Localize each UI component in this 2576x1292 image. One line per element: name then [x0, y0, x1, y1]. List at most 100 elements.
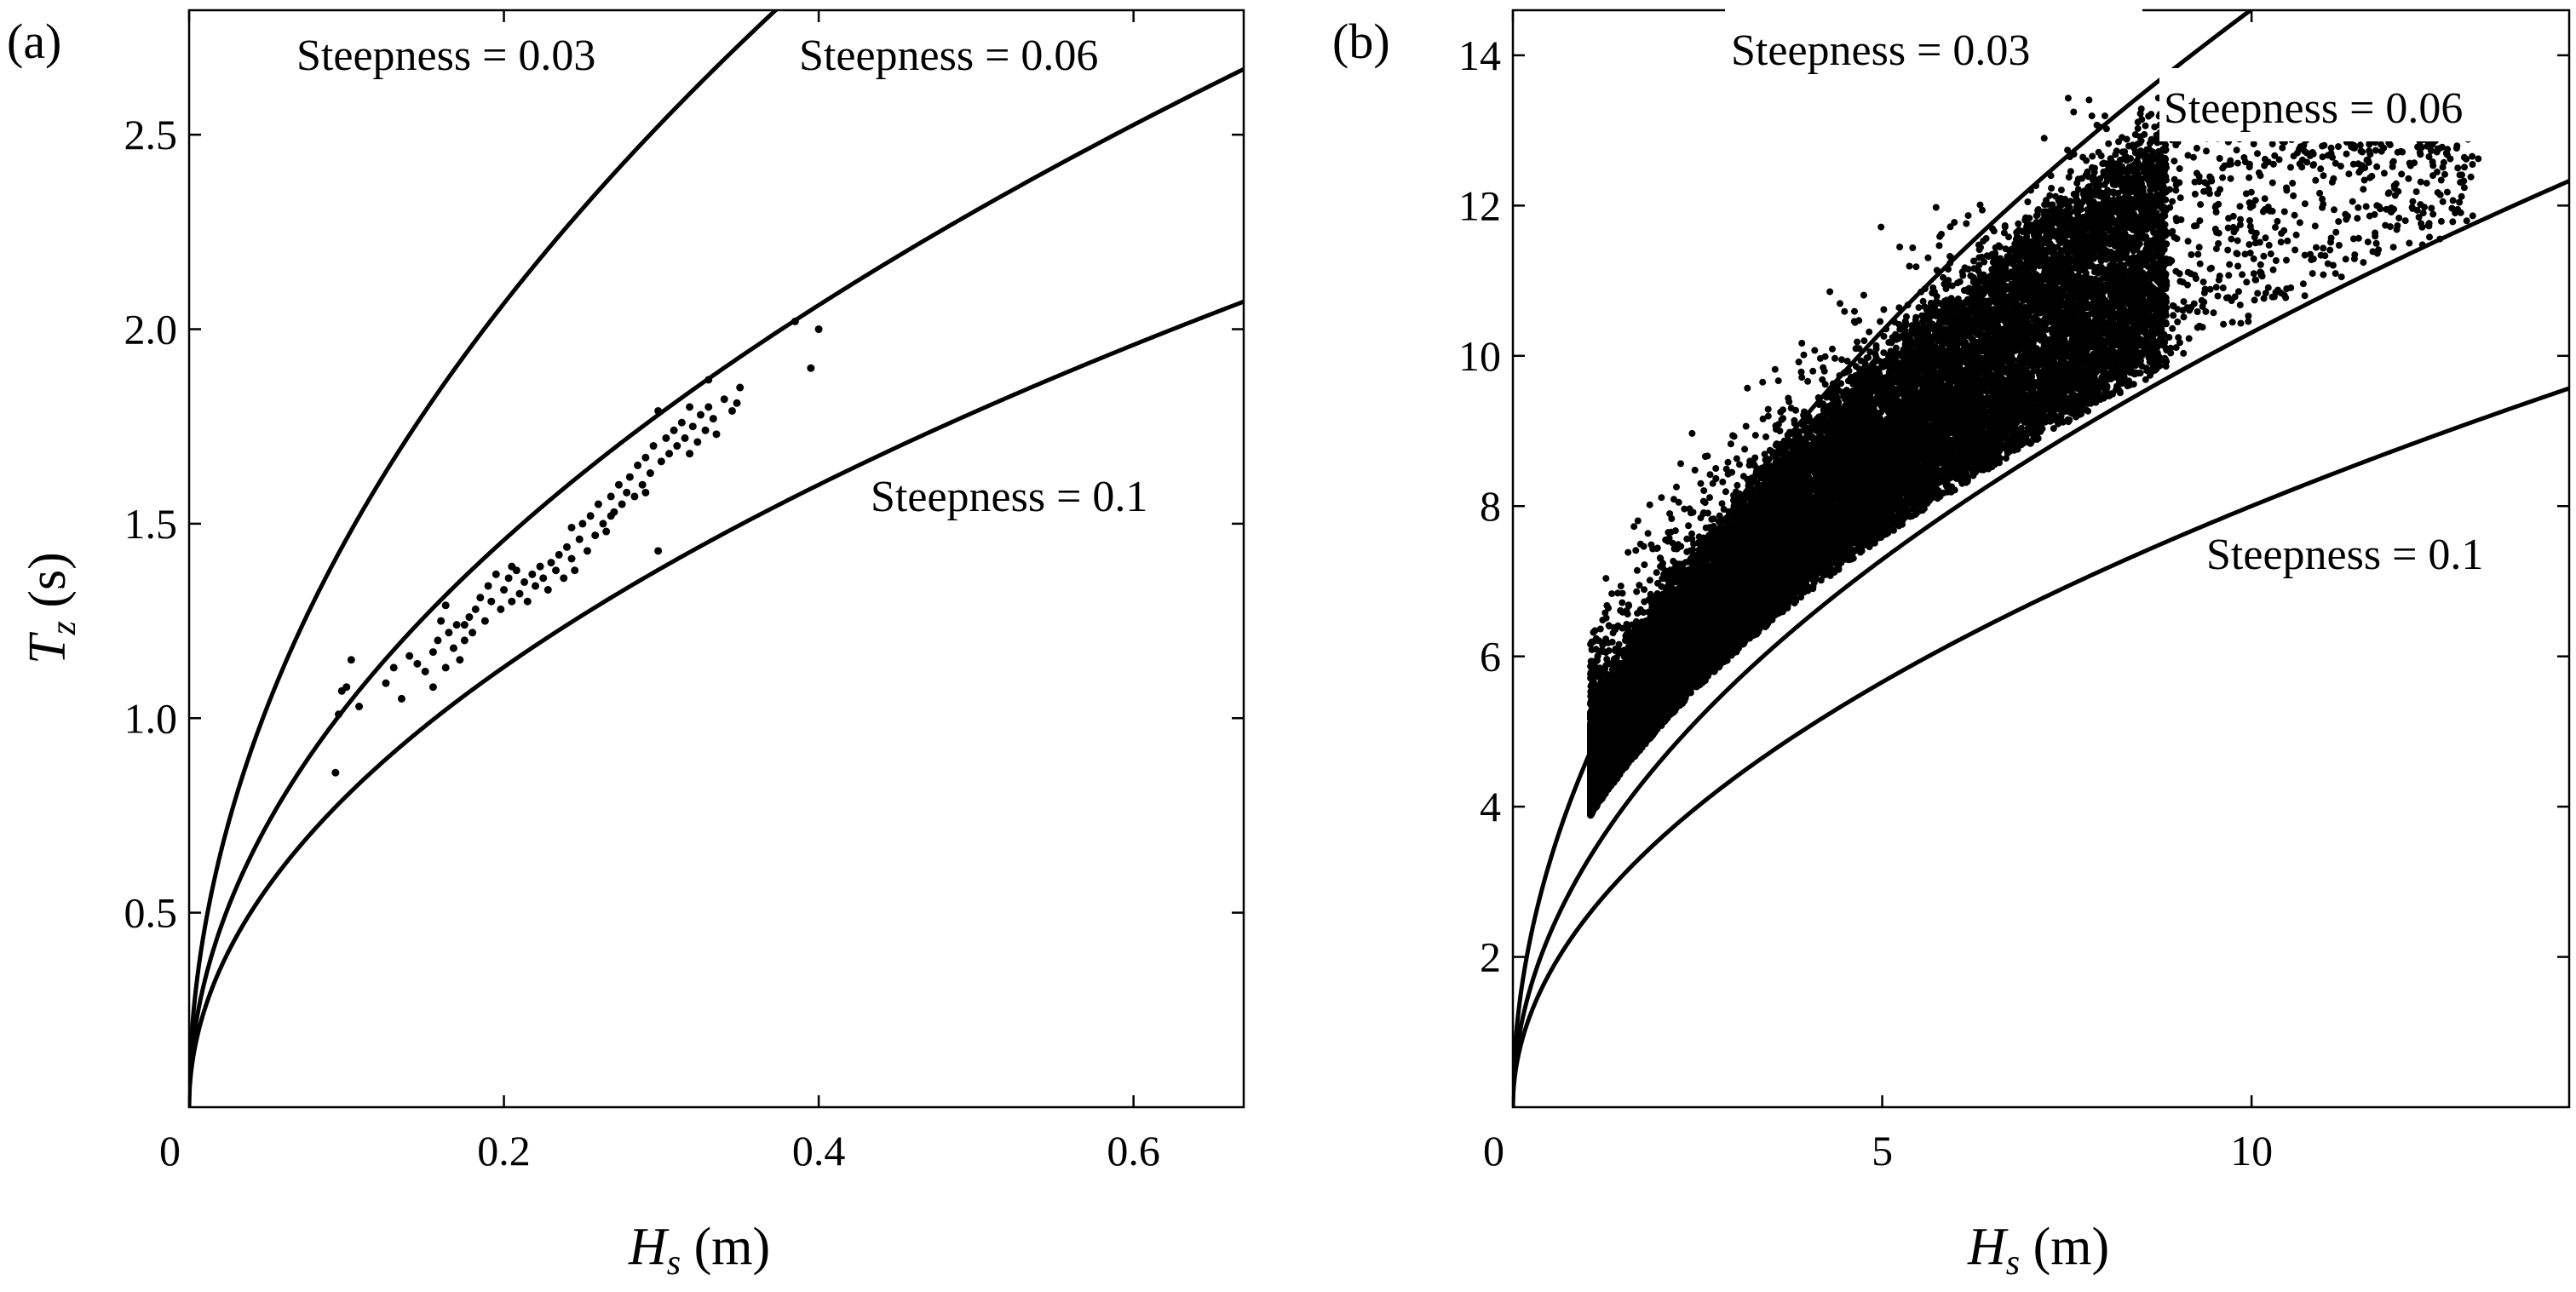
data-point	[445, 629, 453, 637]
data-point	[630, 492, 639, 501]
data-point	[413, 659, 422, 668]
data-point	[2456, 198, 2464, 206]
data-point	[508, 562, 516, 571]
data-point	[434, 636, 442, 645]
panel-a-curve-label-006: Steepness = 0.06	[799, 32, 1098, 80]
y-tick-label: 2.0	[124, 306, 178, 353]
data-point	[646, 469, 654, 478]
data-point	[560, 574, 568, 583]
data-point	[2199, 278, 2207, 286]
curve-steepness-003	[189, 10, 779, 1107]
data-point	[2398, 170, 2406, 178]
data-point	[539, 574, 548, 583]
data-point	[449, 644, 457, 652]
data-point	[677, 418, 686, 427]
data-point	[567, 523, 576, 531]
data-point	[634, 461, 642, 469]
data-point	[552, 566, 561, 575]
data-point	[2301, 200, 2309, 208]
data-point	[649, 442, 658, 451]
data-point	[681, 434, 689, 442]
data-point	[673, 442, 681, 451]
data-point	[2469, 161, 2476, 168]
data-point	[1885, 339, 1893, 346]
data-point	[736, 383, 745, 392]
data-point	[2362, 203, 2370, 210]
data-point	[2237, 319, 2245, 327]
data-point	[733, 399, 741, 407]
data-point	[712, 430, 721, 439]
data-point	[727, 406, 736, 415]
curve-steepness-01	[189, 299, 1244, 1107]
data-point	[2048, 185, 2056, 192]
data-point	[476, 594, 485, 602]
data-point	[591, 531, 600, 540]
panel-a-points	[331, 317, 823, 777]
data-point	[1653, 569, 1660, 577]
panel-a-x-axis-title: Hs (m)	[628, 1218, 770, 1283]
data-point	[720, 395, 728, 404]
x-tick-label: 0.4	[792, 1127, 846, 1174]
data-point	[583, 547, 591, 555]
data-point	[1909, 244, 1917, 251]
data-point	[2243, 278, 2251, 286]
data-point	[670, 426, 678, 434]
data-point	[2064, 95, 2072, 102]
panel-a-y-axis-title: Tz (s)	[19, 552, 83, 664]
data-point	[2360, 259, 2367, 267]
data-point	[2437, 217, 2445, 225]
data-point	[1804, 377, 1812, 385]
data-point	[618, 500, 626, 508]
data-point	[2405, 175, 2412, 182]
data-point	[452, 621, 461, 629]
data-point	[347, 656, 355, 664]
data-point	[638, 480, 647, 489]
data-point	[508, 597, 516, 606]
data-point	[428, 648, 437, 657]
data-point	[547, 559, 555, 567]
data-point	[2337, 273, 2345, 281]
panel-a-curves	[189, 10, 1244, 1107]
x-tick-label: 0	[159, 1127, 181, 1174]
data-point	[471, 605, 480, 613]
data-point	[484, 582, 492, 590]
data-point	[709, 415, 717, 423]
data-point	[2169, 324, 2176, 332]
data-point	[2426, 233, 2433, 241]
x-tick-label: 0.6	[1107, 1127, 1160, 1174]
panel-a-label: (a)	[7, 14, 61, 69]
data-point	[2245, 241, 2253, 249]
data-point	[528, 570, 537, 578]
data-point	[536, 562, 544, 571]
data-point	[2227, 175, 2234, 182]
data-point	[2050, 425, 2057, 433]
data-point	[2355, 204, 2362, 211]
data-point	[2389, 244, 2397, 251]
data-point	[405, 652, 414, 660]
data-point	[686, 403, 694, 411]
data-point	[662, 434, 670, 442]
data-point	[441, 663, 450, 672]
data-point	[465, 613, 474, 622]
data-point	[2364, 238, 2372, 246]
data-point	[2463, 217, 2470, 225]
data-point	[2291, 246, 2299, 254]
data-point	[2296, 219, 2303, 227]
data-point	[397, 694, 405, 703]
data-point	[578, 520, 587, 528]
data-point	[704, 403, 713, 411]
data-point	[497, 605, 505, 613]
data-point	[623, 488, 631, 497]
panel-a: 0 0.2 0.4 0.60.51.01.52.02.5 (a) Steepness …	[7, 9, 1245, 1283]
data-point	[382, 679, 390, 687]
data-point	[2219, 174, 2227, 181]
data-point	[456, 656, 464, 664]
data-point	[421, 667, 429, 675]
data-point	[1854, 338, 1861, 346]
data-point	[1736, 461, 1743, 468]
curve-steepness-006	[189, 66, 1244, 1107]
data-point	[504, 574, 513, 583]
data-point	[2461, 164, 2468, 171]
data-point	[487, 597, 496, 606]
data-point	[791, 317, 799, 325]
